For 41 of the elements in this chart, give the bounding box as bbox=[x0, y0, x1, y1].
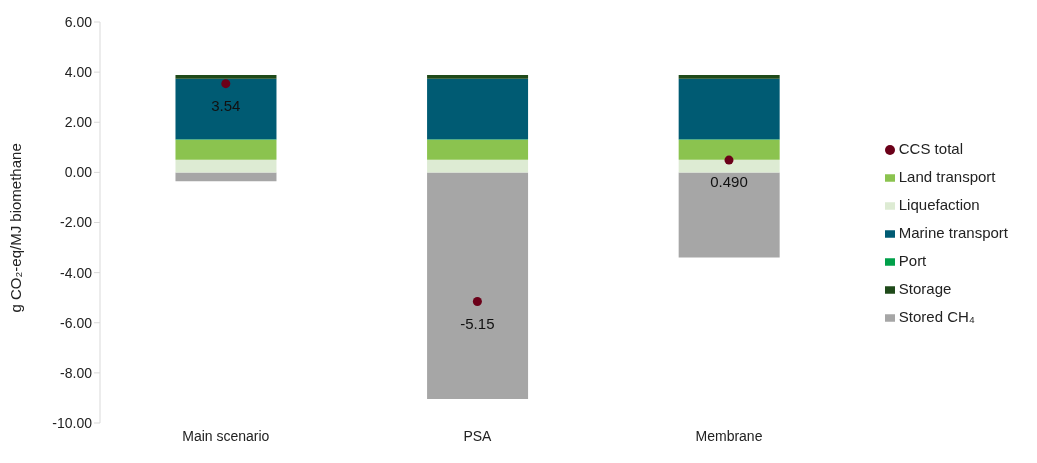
legend-label: Liquefaction bbox=[898, 196, 980, 213]
legend-label: Stored CH₄ bbox=[898, 308, 975, 325]
bar bbox=[678, 74, 780, 79]
point bbox=[724, 155, 734, 165]
legend-label: CCS total bbox=[898, 140, 963, 157]
y-tick-label: -10.00 bbox=[52, 414, 93, 431]
bar bbox=[427, 159, 529, 173]
bar bbox=[175, 159, 277, 173]
bar bbox=[678, 78, 780, 140]
bar bbox=[175, 78, 277, 140]
data-label: 3.54 bbox=[211, 96, 241, 114]
legend-label: Land transport bbox=[898, 168, 996, 185]
y-tick-label: 2.00 bbox=[64, 114, 93, 131]
y-tick-label: -6.00 bbox=[60, 314, 93, 331]
y-tick-label: -2.00 bbox=[60, 214, 93, 231]
bar bbox=[427, 139, 529, 160]
bar bbox=[678, 159, 780, 173]
legend-label: Marine transport bbox=[898, 224, 1008, 241]
bar bbox=[678, 139, 780, 160]
legend-label: Port bbox=[898, 252, 927, 269]
point bbox=[472, 296, 482, 306]
bar bbox=[175, 74, 277, 79]
y-tick-label: 0.00 bbox=[64, 164, 93, 181]
y-tick-label: -4.00 bbox=[60, 264, 93, 281]
data-label: -5.15 bbox=[460, 314, 495, 332]
legend-label: Storage bbox=[898, 280, 952, 297]
y-tick-label: 4.00 bbox=[64, 64, 93, 81]
bar bbox=[427, 78, 529, 140]
bar bbox=[427, 172, 529, 399]
point bbox=[221, 79, 231, 89]
bar bbox=[175, 172, 277, 182]
x-tick-label: Membrane bbox=[695, 427, 763, 444]
bar bbox=[175, 139, 277, 160]
data-label: 0.490 bbox=[710, 173, 748, 191]
bar bbox=[678, 172, 780, 258]
y-tick-label: 6.00 bbox=[64, 13, 93, 30]
y-tick-label: -8.00 bbox=[60, 364, 93, 381]
x-tick-label: PSA bbox=[463, 427, 493, 444]
bar bbox=[427, 74, 529, 79]
y-axis-title: g CO₂-eq/MJ biomethane bbox=[7, 143, 25, 313]
x-tick-label: Main scenario bbox=[182, 427, 270, 444]
